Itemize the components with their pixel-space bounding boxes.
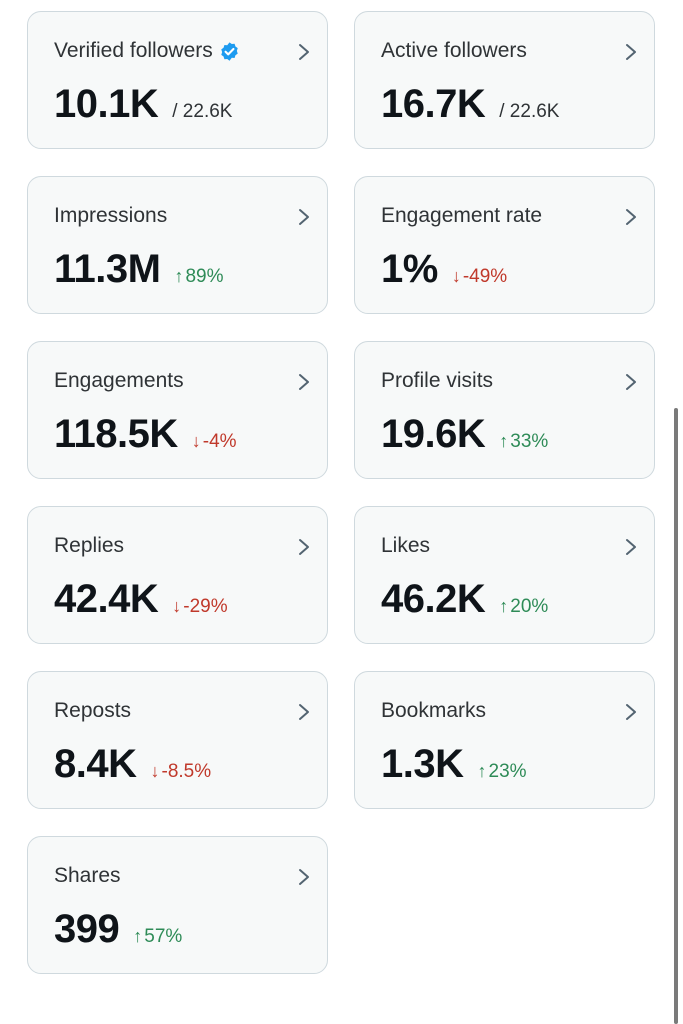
metric-change-value: -4% bbox=[202, 431, 237, 452]
metric-card-bookmarks[interactable]: Bookmarks 1.3K ↑ 23% bbox=[354, 671, 655, 809]
metric-card-likes[interactable]: Likes 46.2K ↑ 20% bbox=[354, 506, 655, 644]
metric-change-value: 20% bbox=[510, 596, 549, 617]
metric-change-value: -8.5% bbox=[161, 761, 212, 782]
metric-change-value: 23% bbox=[488, 761, 527, 782]
metric-total: / 22.6K bbox=[499, 101, 560, 122]
metric-value-row: 46.2K ↑ 20% bbox=[381, 577, 548, 622]
arrow-up-icon: ↑ bbox=[133, 926, 143, 946]
metric-card-shares[interactable]: Shares 399 ↑ 57% bbox=[27, 836, 328, 974]
metric-value: 42.4K bbox=[54, 577, 159, 621]
metric-value-row: 16.7K / 22.6K bbox=[381, 82, 559, 127]
metric-value-row: 1.3K ↑ 23% bbox=[381, 742, 527, 787]
metric-title-label: Active followers bbox=[381, 39, 527, 62]
metric-change: ↑ 23% bbox=[478, 761, 527, 783]
arrow-down-icon: ↓ bbox=[172, 596, 182, 616]
metric-change-value: 57% bbox=[144, 926, 183, 947]
arrow-up-icon: ↑ bbox=[499, 431, 509, 451]
metrics-grid: Verified followers 10.1K / 22.6K Active … bbox=[27, 11, 655, 974]
metric-title-label: Replies bbox=[54, 534, 125, 557]
chevron-right-icon bbox=[299, 539, 309, 555]
metric-value: 1% bbox=[381, 247, 438, 291]
metric-change: ↑ 20% bbox=[499, 596, 548, 618]
metric-value-row: 42.4K ↓ -29% bbox=[54, 577, 228, 622]
metric-title: Profile visits bbox=[381, 369, 493, 393]
chevron-right-icon bbox=[626, 44, 636, 60]
metric-title: Likes bbox=[381, 534, 430, 558]
metric-title-label: Shares bbox=[54, 864, 121, 887]
verified-badge-icon bbox=[221, 41, 238, 61]
chevron-right-icon bbox=[626, 374, 636, 390]
metric-title: Verified followers bbox=[54, 39, 240, 63]
metric-title: Replies bbox=[54, 534, 124, 558]
metric-card-engagements[interactable]: Engagements 118.5K ↓ -4% bbox=[27, 341, 328, 479]
metric-change: ↑ 89% bbox=[174, 266, 223, 288]
metric-title-label: Impressions bbox=[54, 204, 168, 227]
metric-card-reposts[interactable]: Reposts 8.4K ↓ -8.5% bbox=[27, 671, 328, 809]
metric-change-value: 89% bbox=[185, 266, 224, 287]
chevron-right-icon bbox=[299, 209, 309, 225]
metric-title-label: Profile visits bbox=[381, 369, 494, 392]
metric-total: / 22.6K bbox=[172, 101, 233, 122]
metric-change-value: -29% bbox=[183, 596, 228, 617]
chevron-right-icon bbox=[299, 44, 309, 60]
chevron-right-icon bbox=[626, 209, 636, 225]
metric-title: Engagement rate bbox=[381, 204, 542, 228]
metric-change: ↑ 33% bbox=[499, 431, 548, 453]
metric-value-row: 118.5K ↓ -4% bbox=[54, 412, 237, 457]
metric-value: 118.5K bbox=[54, 412, 178, 456]
metric-value-row: 10.1K / 22.6K bbox=[54, 82, 232, 127]
metric-value: 8.4K bbox=[54, 742, 137, 786]
metric-title-label: Engagement rate bbox=[381, 204, 543, 227]
arrow-up-icon: ↑ bbox=[174, 266, 184, 286]
metric-value: 10.1K bbox=[54, 82, 159, 126]
metric-card-active-followers[interactable]: Active followers 16.7K / 22.6K bbox=[354, 11, 655, 149]
metric-card-verified-followers[interactable]: Verified followers 10.1K / 22.6K bbox=[27, 11, 328, 149]
metric-change-value: 33% bbox=[510, 431, 549, 452]
metric-value-row: 399 ↑ 57% bbox=[54, 907, 182, 952]
arrow-down-icon: ↓ bbox=[451, 266, 461, 286]
metric-value-row: 1% ↓ -49% bbox=[381, 247, 507, 292]
metric-change-value: -49% bbox=[462, 266, 508, 287]
arrow-up-icon: ↑ bbox=[477, 761, 487, 781]
metric-title: Impressions bbox=[54, 204, 167, 228]
metric-value: 46.2K bbox=[381, 577, 486, 621]
metric-title: Bookmarks bbox=[381, 699, 486, 723]
metric-title: Shares bbox=[54, 864, 121, 888]
metric-card-replies[interactable]: Replies 42.4K ↓ -29% bbox=[27, 506, 328, 644]
metric-value: 1.3K bbox=[381, 742, 464, 786]
metric-title-label: Verified followers bbox=[54, 39, 213, 62]
metric-change: ↓ -4% bbox=[192, 431, 237, 453]
arrow-down-icon: ↓ bbox=[191, 431, 201, 451]
chevron-right-icon bbox=[299, 869, 309, 885]
metric-value-row: 8.4K ↓ -8.5% bbox=[54, 742, 211, 787]
metric-value: 11.3M bbox=[54, 247, 161, 291]
arrow-down-icon: ↓ bbox=[150, 761, 160, 781]
metric-change: ↓ -29% bbox=[172, 596, 227, 618]
metric-change: ↓ -49% bbox=[452, 266, 507, 288]
metric-title-label: Engagements bbox=[54, 369, 184, 392]
metric-card-profile-visits[interactable]: Profile visits 19.6K ↑ 33% bbox=[354, 341, 655, 479]
chevron-right-icon bbox=[626, 704, 636, 720]
metric-card-engagement-rate[interactable]: Engagement rate 1% ↓ -49% bbox=[354, 176, 655, 314]
metric-change: ↑ 57% bbox=[133, 926, 182, 948]
chevron-right-icon bbox=[299, 704, 309, 720]
metric-value-row: 11.3M ↑ 89% bbox=[54, 247, 224, 292]
chevron-right-icon bbox=[626, 539, 636, 555]
metric-value: 19.6K bbox=[381, 412, 486, 456]
metric-title: Engagements bbox=[54, 369, 184, 393]
metric-value: 399 bbox=[54, 907, 120, 951]
metric-card-impressions[interactable]: Impressions 11.3M ↑ 89% bbox=[27, 176, 328, 314]
metric-title-label: Likes bbox=[381, 534, 431, 557]
arrow-up-icon: ↑ bbox=[499, 596, 509, 616]
metric-change: ↓ -8.5% bbox=[151, 761, 212, 783]
metric-value-row: 19.6K ↑ 33% bbox=[381, 412, 548, 457]
metric-title-label: Reposts bbox=[54, 699, 132, 722]
metric-title: Active followers bbox=[381, 39, 527, 63]
scrollbar-thumb[interactable] bbox=[674, 408, 678, 1024]
metric-value: 16.7K bbox=[381, 82, 486, 126]
metric-title: Reposts bbox=[54, 699, 131, 723]
metric-title-label: Bookmarks bbox=[381, 699, 487, 722]
chevron-right-icon bbox=[299, 374, 309, 390]
